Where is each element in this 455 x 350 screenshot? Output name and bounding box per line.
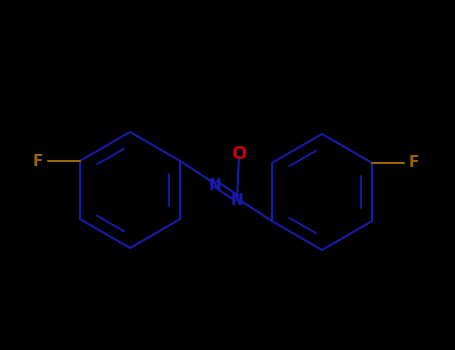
Text: O: O bbox=[231, 145, 247, 163]
Text: N: N bbox=[209, 178, 222, 193]
Text: F: F bbox=[33, 154, 43, 168]
Text: N: N bbox=[231, 193, 243, 208]
Text: F: F bbox=[409, 155, 420, 170]
